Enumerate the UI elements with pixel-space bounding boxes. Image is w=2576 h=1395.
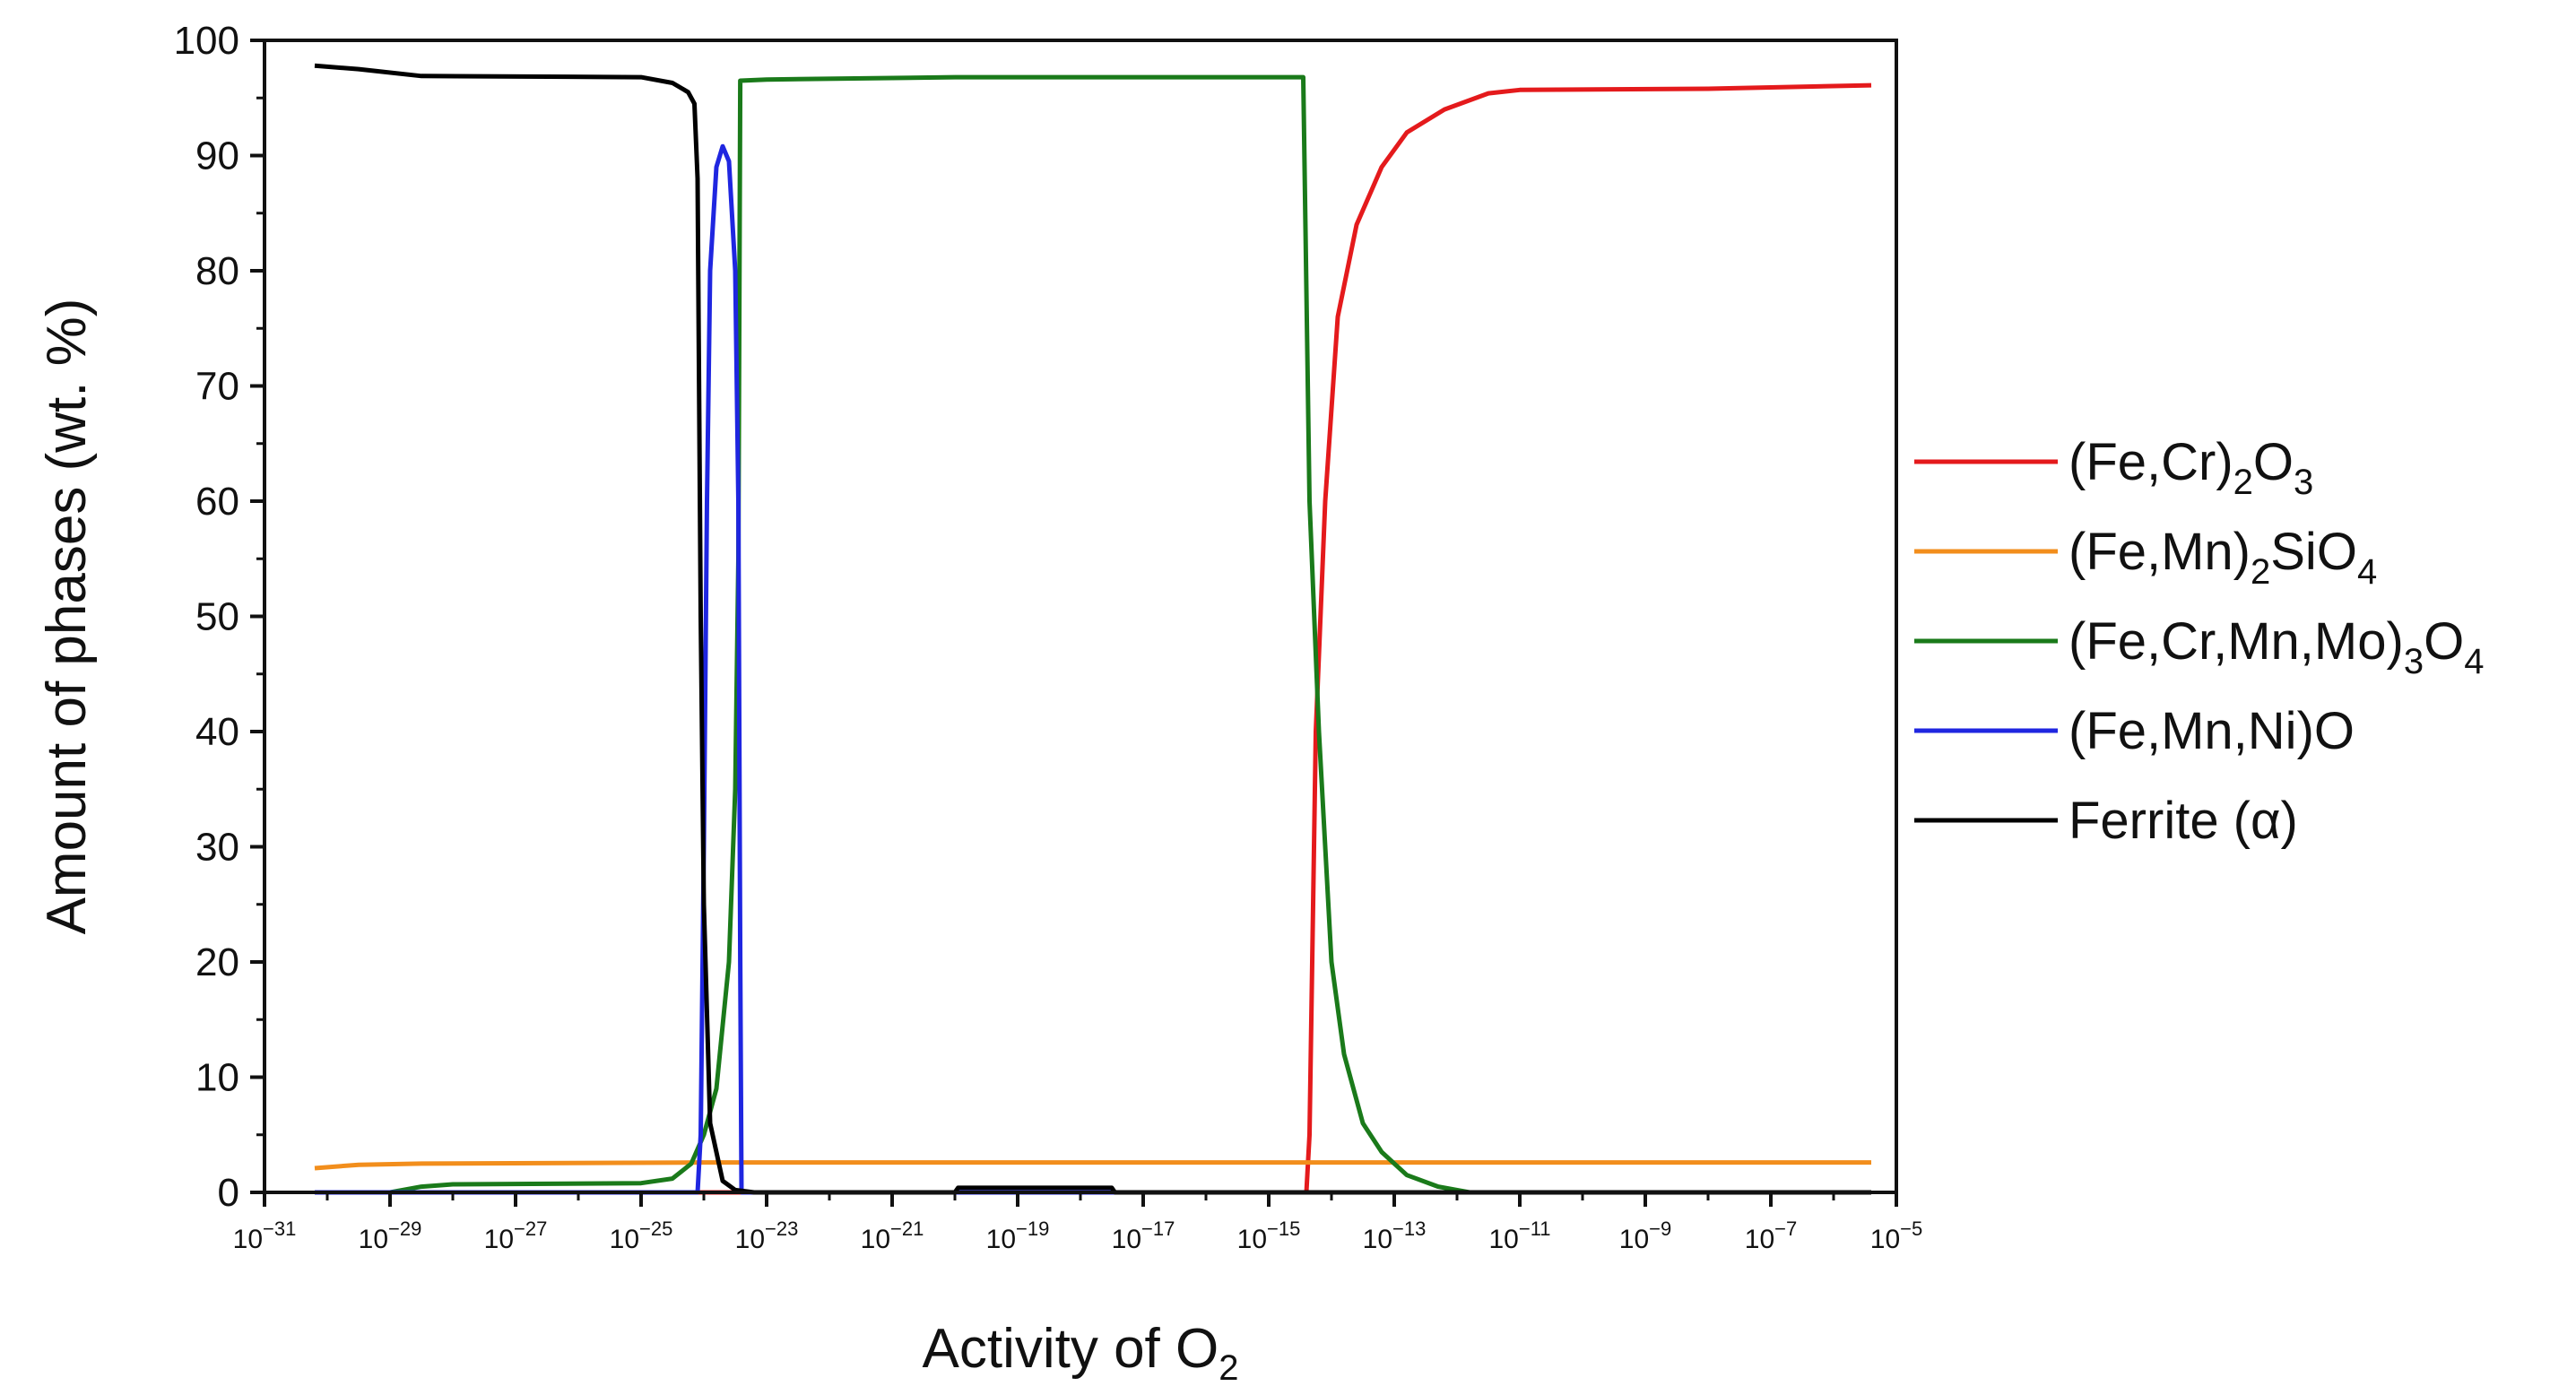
x-tick-label: 10−17: [1112, 1217, 1175, 1254]
x-tick-label: 10−29: [359, 1217, 422, 1254]
legend-label-3: (Fe,Cr,Mn,Mo)3O4: [2069, 612, 2484, 681]
y-tick-label: 90: [195, 134, 239, 178]
series-line-1: [315, 82, 1872, 1195]
y-tick-label: 60: [195, 480, 239, 524]
y-tick-label: 70: [195, 365, 239, 409]
y-tick-label: 80: [195, 249, 239, 293]
x-tick-label: 10−9: [1619, 1217, 1671, 1254]
x-tick-label: 10−23: [735, 1217, 799, 1254]
y-tick-label: 40: [195, 710, 239, 754]
x-tick-label: 10−15: [1237, 1217, 1301, 1254]
y-axis-title: Amount of phases (wt. %): [36, 299, 98, 935]
x-tick-label: 10−27: [484, 1217, 548, 1254]
y-tick-label: 10: [195, 1056, 239, 1100]
x-tick-label: 10−25: [610, 1217, 673, 1254]
y-tick-label: 30: [195, 826, 239, 870]
series-line-3: [315, 74, 1871, 1195]
x-tick-label: 10−19: [986, 1217, 1050, 1254]
series-line-2: [314, 1160, 1871, 1171]
y-tick-label: 100: [174, 19, 239, 63]
y-tick-label: 0: [218, 1171, 239, 1215]
series-line-4: [315, 143, 1871, 1195]
x-tick-label: 10−31: [233, 1217, 297, 1254]
legend: (Fe,Cr)2O3 (Fe,Mn)2SiO4 (Fe,Cr,Mn,Mo)3O4 (F…: [1914, 433, 2484, 850]
plot-frame: [263, 39, 1898, 1194]
legend-label-1: (Fe,Cr)2O3: [2069, 433, 2313, 502]
legend-label-2: (Fe,Mn)2SiO4: [2069, 523, 2377, 592]
x-axis-title-main: Activity of O: [923, 1318, 1219, 1380]
y-tick-label: 20: [195, 940, 239, 984]
series-line-5: [314, 63, 1871, 1195]
x-axis-title-subscript: 2: [1219, 1348, 1238, 1388]
x-axis-ticks: 10−31 10−29 10−27 10−25 10−23 10−21 10−19 10−17…: [233, 1192, 1922, 1254]
x-tick-label: 10−7: [1745, 1217, 1797, 1254]
x-tick-label: 10−13: [1363, 1217, 1427, 1254]
y-axis-ticks: 0 10 20 30 40 50 60 70 80 90 100: [174, 19, 265, 1215]
legend-label-4: (Fe,Mn,Ni)O: [2069, 702, 2355, 760]
y-tick-label: 50: [195, 595, 239, 639]
x-tick-label: 10−5: [1870, 1217, 1922, 1254]
x-tick-label: 10−11: [1488, 1217, 1550, 1254]
plot-lines: [314, 63, 1872, 1195]
legend-label-5: Ferrite (α): [2069, 792, 2298, 850]
x-axis-title: Activity of O2: [923, 1318, 1239, 1388]
x-tick-label: 10−21: [861, 1217, 924, 1254]
